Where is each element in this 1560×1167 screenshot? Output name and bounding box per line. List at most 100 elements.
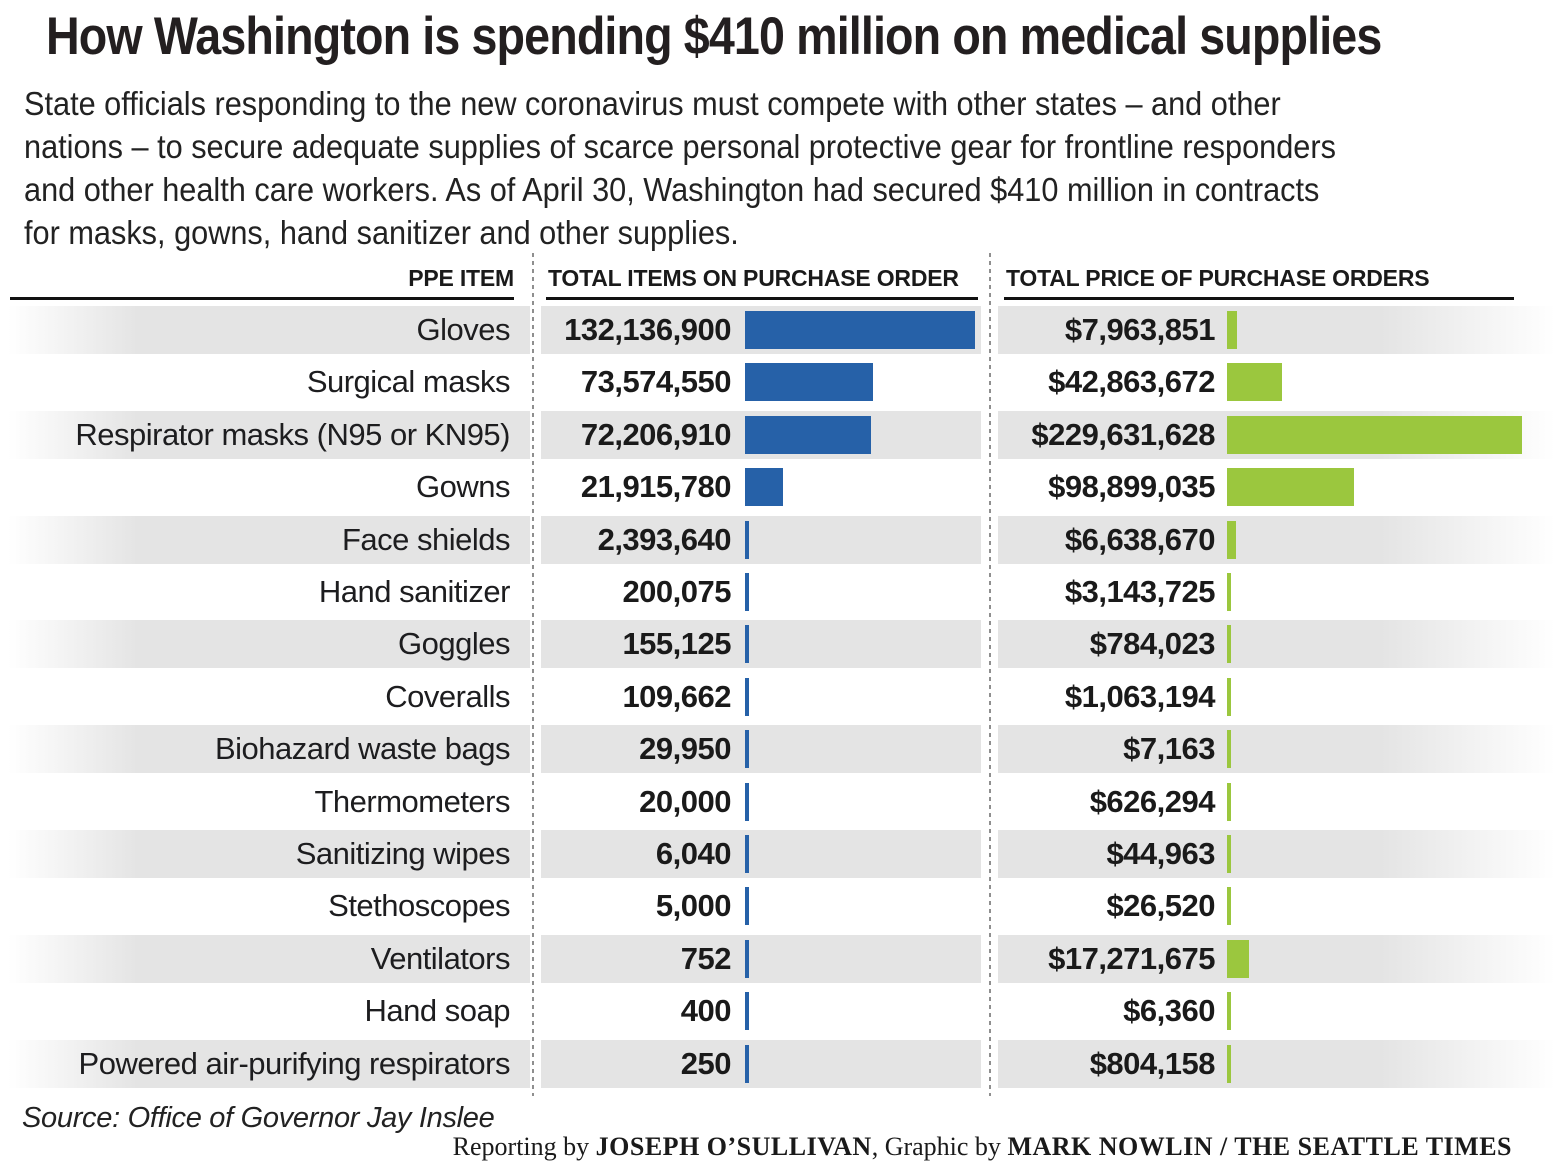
items-count-value: 72,206,910 xyxy=(580,416,732,452)
credit-reporter: JOSEPH O’SULLIVAN xyxy=(595,1132,872,1161)
items-count-value: 200,075 xyxy=(622,574,731,609)
ppe-item-label: Powered air-purifying respirators xyxy=(78,1045,511,1081)
items-bar xyxy=(745,520,750,559)
items-bar xyxy=(745,363,874,402)
ppe-item-label: Goggles xyxy=(398,626,510,662)
price-bar xyxy=(1227,835,1231,873)
items-bar xyxy=(745,782,749,821)
header-rule xyxy=(546,297,978,300)
table-row: Face shields 2,393,640 $6,638,670 xyxy=(0,515,1560,564)
intro-paragraph: State officials responding to the new co… xyxy=(24,82,1435,254)
ppe-item-label: Surgical masks xyxy=(306,364,511,400)
price-value: $229,631,628 xyxy=(1031,416,1215,452)
ppe-item-label: Ventilators xyxy=(370,940,511,976)
table-row: Hand sanitizer 200,075 $3,143,725 xyxy=(0,568,1560,616)
ppe-item-label: Respirator masks (N95 or KN95) xyxy=(75,416,510,452)
intro-line: and other health care workers. As of Apr… xyxy=(24,171,1320,208)
column-header-total-price: TOTAL PRICE OF PURCHASE ORDERS xyxy=(1006,265,1430,291)
price-bar xyxy=(1227,468,1355,507)
price-bar xyxy=(1227,573,1232,611)
items-count-value: 73,574,550 xyxy=(580,364,732,400)
price-value: $784,023 xyxy=(1089,626,1216,662)
row-stripe xyxy=(541,830,981,878)
price-value: $6,638,670 xyxy=(1064,521,1216,557)
table-row: Respirator masks (N95 or KN95) 72,206,910… xyxy=(0,410,1560,459)
price-bar xyxy=(1227,782,1231,821)
items-bar xyxy=(745,468,784,507)
row-stripe xyxy=(998,934,1555,983)
row-stripe xyxy=(8,620,530,669)
items-count-value: 21,915,780 xyxy=(580,469,732,505)
items-count-value: 5,000 xyxy=(655,888,732,924)
ppe-item-label: Hand soap xyxy=(364,993,511,1029)
row-stripe xyxy=(998,725,1555,774)
price-value: $7,963,851 xyxy=(1064,312,1216,347)
source-line: Source: Office of Governor Jay Inslee xyxy=(22,1102,495,1134)
items-count-value: 29,950 xyxy=(639,731,731,767)
ppe-item-label: Face shields xyxy=(341,521,511,557)
price-value: $98,899,035 xyxy=(1048,469,1215,505)
items-count-value: 20,000 xyxy=(639,783,731,819)
price-bar xyxy=(1227,363,1283,402)
ppe-item-label: Hand sanitizer xyxy=(318,574,511,609)
price-value: $44,963 xyxy=(1106,836,1215,871)
table-row: Stethoscopes 5,000 $26,520 xyxy=(0,882,1560,930)
ppe-item-label: Biohazard waste bags xyxy=(214,731,511,767)
row-stripe xyxy=(541,620,981,669)
table-row: Surgical masks 73,574,550 $42,863,672 xyxy=(0,358,1560,406)
price-bar xyxy=(1227,311,1238,349)
ppe-item-label: Sanitizing wipes xyxy=(295,836,511,871)
page-title: How Washington is spending $410 million … xyxy=(46,7,1382,66)
items-bar xyxy=(745,730,749,769)
price-value: $626,294 xyxy=(1089,783,1216,819)
row-stripe xyxy=(8,725,530,774)
price-value: $7,163 xyxy=(1123,731,1215,767)
price-value: $1,063,194 xyxy=(1064,678,1216,714)
items-bar xyxy=(745,573,749,611)
table-row: Biohazard waste bags 29,950 $7,163 xyxy=(0,725,1560,774)
credit-artist: MARK NOWLIN / THE SEATTLE TIMES xyxy=(1007,1132,1512,1161)
price-bar xyxy=(1227,730,1231,769)
price-bar xyxy=(1227,625,1231,664)
ppe-item-label: Coveralls xyxy=(385,678,510,714)
price-value: $3,143,725 xyxy=(1064,574,1216,609)
items-bar xyxy=(745,311,975,349)
price-value: $42,863,672 xyxy=(1048,364,1215,400)
items-count-value: 2,393,640 xyxy=(597,521,732,557)
row-stripe xyxy=(998,620,1555,669)
price-value: $6,360 xyxy=(1123,993,1215,1029)
column-header-total-items: TOTAL ITEMS ON PURCHASE ORDER xyxy=(548,265,959,291)
price-bar xyxy=(1227,887,1231,926)
items-count-value: 132,136,900 xyxy=(564,312,731,347)
intro-line: State officials responding to the new co… xyxy=(24,85,1281,122)
column-header-ppe-item: PPE ITEM xyxy=(408,265,514,291)
price-bar xyxy=(1227,415,1522,454)
items-bar xyxy=(745,677,749,716)
items-bar xyxy=(745,887,749,926)
table-row: Coveralls 109,662 $1,063,194 xyxy=(0,673,1560,721)
row-stripe xyxy=(541,725,981,774)
table-row: Hand soap 400 $6,360 xyxy=(0,987,1560,1035)
ppe-item-label: Gowns xyxy=(416,469,510,505)
table-row: Sanitizing wipes 6,040 $44,963 xyxy=(0,830,1560,878)
items-count-value: 6,040 xyxy=(655,836,732,871)
intro-line: nations – to secure adequate supplies of… xyxy=(24,128,1336,165)
intro-line: for masks, gowns, hand sanitizer and oth… xyxy=(24,214,739,251)
row-stripe xyxy=(998,515,1555,564)
items-bar xyxy=(745,625,749,664)
credit-middle: , Graphic by xyxy=(871,1132,1008,1161)
row-stripe xyxy=(998,306,1555,354)
items-count-value: 400 xyxy=(680,993,732,1029)
price-bar xyxy=(1227,520,1236,559)
row-stripe xyxy=(8,934,530,983)
table-row: Powered air-purifying respirators 250 $804… xyxy=(0,1039,1560,1088)
row-stripe xyxy=(8,515,530,564)
table-row: Gowns 21,915,780 $98,899,035 xyxy=(0,463,1560,511)
items-count-value: 155,125 xyxy=(622,626,731,662)
price-bar xyxy=(1227,1044,1231,1083)
table-row: Ventilators 752 $17,271,675 xyxy=(0,934,1560,983)
ppe-item-label: Thermometers xyxy=(314,783,510,819)
items-count-value: 250 xyxy=(680,1045,732,1081)
row-stripe xyxy=(541,1039,981,1088)
price-bar xyxy=(1227,939,1250,978)
